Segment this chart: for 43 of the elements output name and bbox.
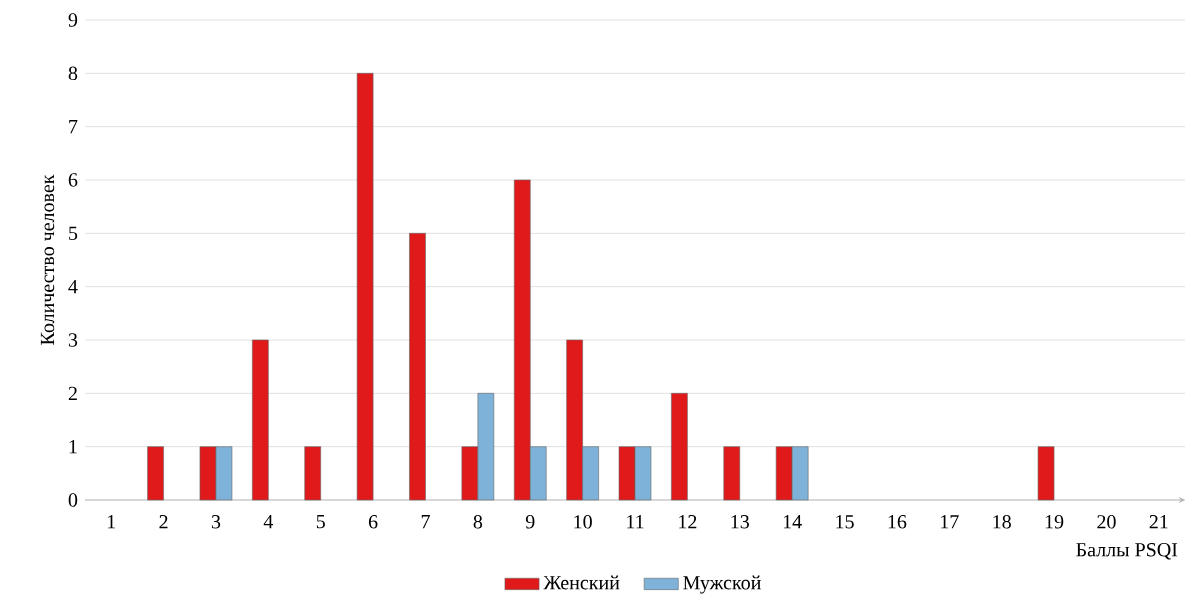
x-tick-label: 11 xyxy=(627,515,644,529)
y-tick-label: 9 xyxy=(68,13,78,27)
x-tick-label: 20 xyxy=(1097,515,1116,529)
legend-label: Женский xyxy=(543,575,620,590)
x-tick-label: 8 xyxy=(473,515,483,529)
y-tick-label: 2 xyxy=(68,386,77,400)
x-tick-label: 3 xyxy=(211,515,221,529)
x-tick-label: 21 xyxy=(1149,515,1168,529)
y-tick-label: 5 xyxy=(69,226,78,240)
x-tick-label: 7 xyxy=(421,515,430,529)
bar xyxy=(252,339,269,501)
x-tick-label: 2 xyxy=(159,515,168,529)
bar xyxy=(671,393,688,501)
y-tick-label: 4 xyxy=(68,280,78,294)
y-axis-title: Количество человек xyxy=(40,174,55,345)
bar xyxy=(147,446,164,501)
x-tick-label: 6 xyxy=(368,515,378,529)
x-tick-label: 14 xyxy=(783,515,802,529)
x-tick-label: 1 xyxy=(107,515,116,529)
x-tick-label: 16 xyxy=(888,515,907,529)
bar xyxy=(723,446,741,501)
x-tick-label: 12 xyxy=(679,515,697,529)
x-tick-label: 18 xyxy=(993,515,1011,529)
legend-label: Мужской xyxy=(683,575,761,594)
x-tick-label: 15 xyxy=(836,515,854,529)
x-tick-label: 5 xyxy=(316,515,325,529)
x-axis-title: Баллы PSQI xyxy=(1076,543,1178,560)
bar xyxy=(304,446,322,501)
bar xyxy=(356,73,374,501)
bar xyxy=(1037,446,1055,501)
x-tick-label: 17 xyxy=(941,515,959,529)
y-tick-label: 3 xyxy=(68,333,78,347)
x-tick-label: 10 xyxy=(574,515,592,529)
x-tick-label: 19 xyxy=(1045,515,1064,529)
bar xyxy=(409,233,426,501)
y-tick-label: 7 xyxy=(69,120,78,134)
y-tick-label: 1 xyxy=(69,440,77,454)
y-tick-label: 6 xyxy=(68,173,78,187)
y-tick-label: 8 xyxy=(68,66,78,81)
y-tick-label: 0 xyxy=(68,493,78,507)
x-tick-label: 13 xyxy=(731,515,749,529)
x-tick-label: 9 xyxy=(525,515,535,529)
x-tick-label: 4 xyxy=(263,515,274,529)
